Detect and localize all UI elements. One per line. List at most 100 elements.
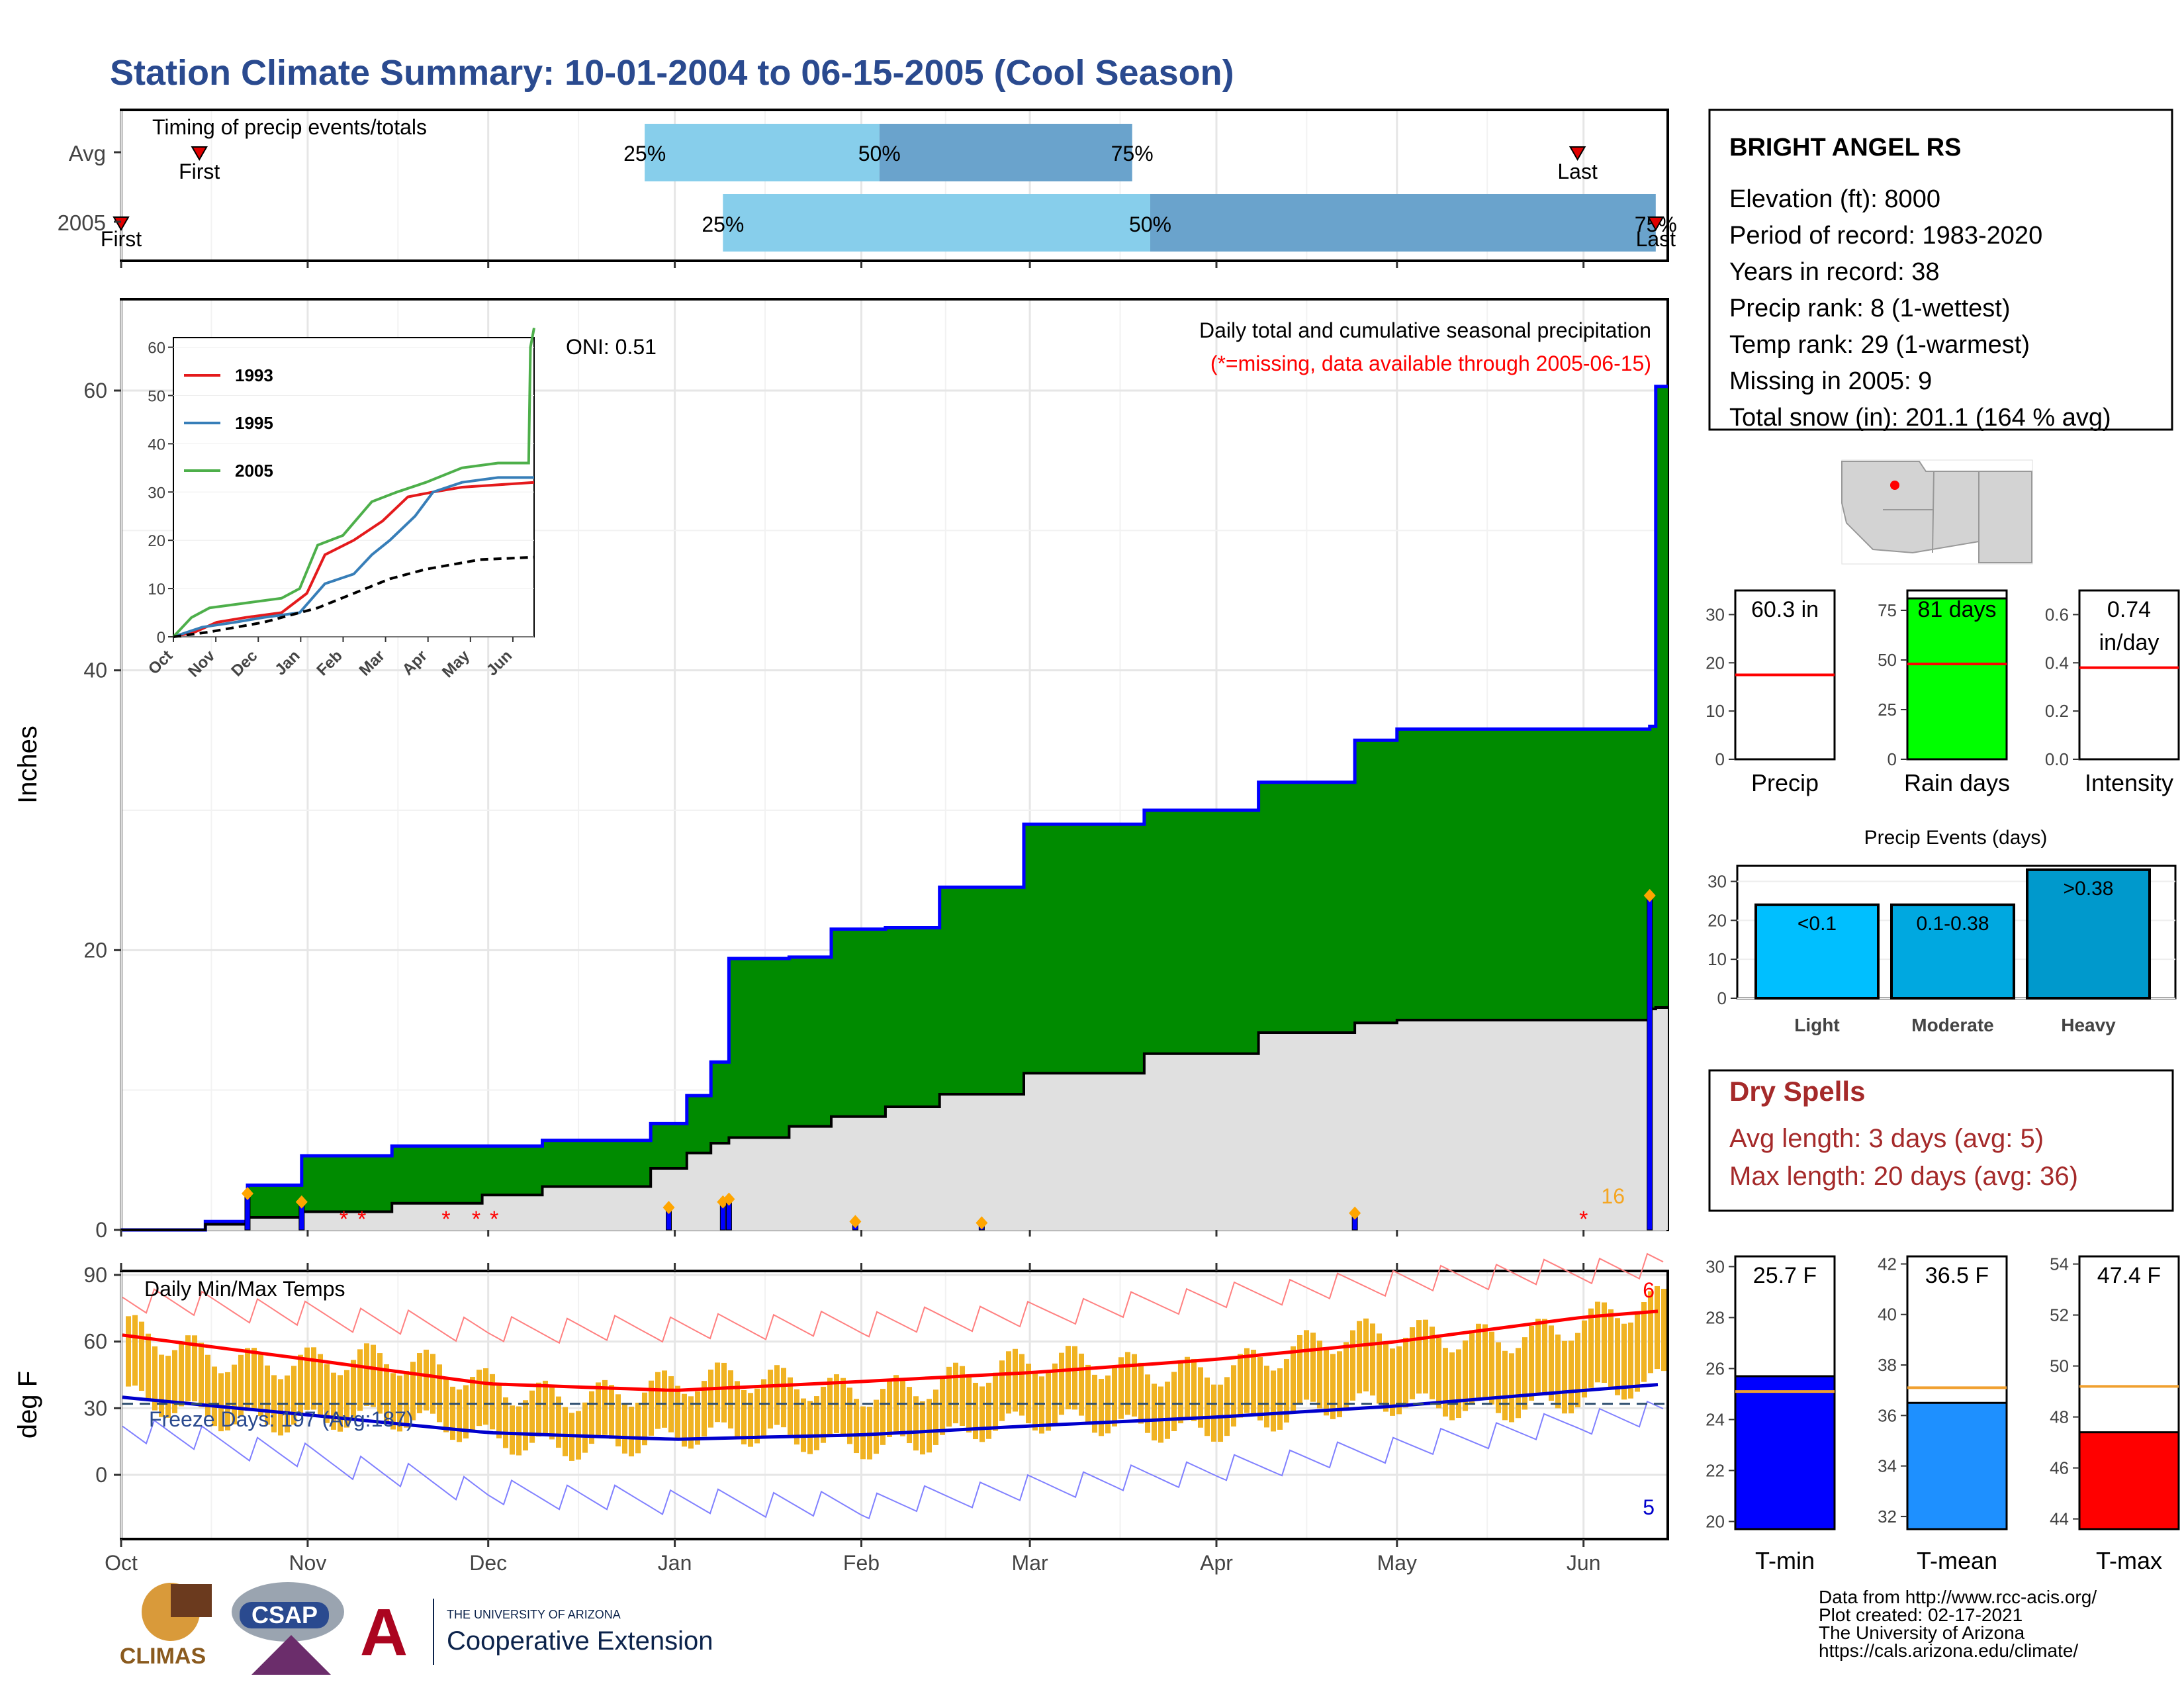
daily-temp-bar xyxy=(351,1360,356,1420)
csap-logo: CSAP xyxy=(232,1582,344,1675)
daily-temp-bar xyxy=(245,1348,250,1411)
daily-temp-bar xyxy=(265,1365,270,1425)
season-totals-bars: 0 10 20 30 60.3 in Precip 0 25 50 75 81 days Rain d… xyxy=(1706,589,2180,796)
daily-temp-bar xyxy=(1072,1346,1077,1410)
daily-temp-bar xyxy=(179,1341,184,1407)
temp-panel: 0 30 60 90 Oct Nov Dec Jan Feb Mar Apr May Jun Dail… xyxy=(13,1252,1669,1575)
daily-temp-bar xyxy=(311,1347,316,1410)
tmean-value-label: 36.5 F xyxy=(1925,1263,1989,1288)
daily-temp-bar xyxy=(927,1399,932,1453)
inset-series-2005 xyxy=(172,328,535,638)
timing-pct-label: 50% xyxy=(1129,212,1171,236)
daily-temp-bar xyxy=(1562,1340,1567,1414)
station-info-line: Missing in 2005: 9 xyxy=(1729,367,1932,395)
daily-temp-bar xyxy=(1469,1330,1475,1403)
events-bar-label: 0.1-0.38 xyxy=(1916,913,1989,935)
daily-temp-bar xyxy=(682,1393,687,1447)
temp-ylabel: deg F xyxy=(13,1371,42,1438)
daily-temp-bar xyxy=(496,1385,502,1438)
daily-temp-bar xyxy=(1655,1286,1660,1370)
tmax-category-label: T-max xyxy=(2096,1547,2162,1574)
daily-temp-bar xyxy=(510,1405,515,1455)
daily-temp-bar xyxy=(602,1380,608,1435)
temp-max-count: 6 xyxy=(1643,1278,1655,1302)
tmin-ytick-label: 28 xyxy=(1706,1307,1725,1327)
daily-temp-bar xyxy=(1661,1288,1666,1372)
daily-temp-bar xyxy=(741,1389,747,1444)
tmax-ytick-label: 52 xyxy=(2050,1305,2069,1325)
daily-temp-bar xyxy=(1006,1351,1011,1414)
inset-ytick-label: 60 xyxy=(148,340,165,357)
intensity-ytick-label: 0.0 xyxy=(2045,749,2069,769)
timing-label: Timing of precip events/totals xyxy=(152,115,427,139)
daily-temp-bar xyxy=(609,1385,614,1439)
dry-spells-title: Dry Spells xyxy=(1729,1076,1865,1107)
station-info-line: Elevation (ft): 8000 xyxy=(1729,185,1940,213)
events-category-label: Moderate xyxy=(1911,1015,1993,1035)
daily-temp-bar xyxy=(1416,1320,1422,1394)
daily-temp-bar xyxy=(1602,1302,1607,1383)
intensity-value-label: 0.74 xyxy=(2107,597,2151,622)
precip-total-ytick-label: 20 xyxy=(1706,653,1725,673)
avg-min-line xyxy=(122,1383,1659,1441)
daily-temp-bar xyxy=(159,1354,164,1417)
precip-ylabel: Inches xyxy=(13,726,42,804)
daily-temp-bar xyxy=(1178,1362,1183,1424)
inset-legend-label: 2005 xyxy=(235,461,273,481)
daily-temp-bar xyxy=(192,1335,197,1401)
footer-credits: Data from http://www.rcc-acis.org/ Plot … xyxy=(1819,1587,2097,1661)
daily-temp-bar xyxy=(1158,1386,1163,1443)
timing-marker xyxy=(1647,216,1664,231)
precip-cumulative-area xyxy=(121,386,1668,1231)
station-name: BRIGHT ANGEL RS xyxy=(1729,134,1961,162)
daily-temp-bar xyxy=(715,1362,720,1423)
intensity-bar xyxy=(2078,589,2180,761)
timing-last-label: Last xyxy=(1557,160,1598,183)
daily-temp-bar xyxy=(841,1378,846,1436)
daily-temp-bar xyxy=(377,1353,383,1414)
daily-temp-bar xyxy=(1535,1319,1541,1395)
daily-temp-bar xyxy=(450,1386,455,1440)
daily-temp-bar xyxy=(1456,1349,1461,1419)
daily-temp-bar xyxy=(1112,1366,1117,1427)
daily-temp-bar xyxy=(543,1380,548,1435)
daily-temp-bar xyxy=(1271,1370,1276,1432)
daily-temp-bar xyxy=(847,1387,852,1444)
daily-temp-bar xyxy=(1251,1349,1256,1415)
tmean-ytick-label: 34 xyxy=(1878,1456,1897,1476)
dry-spells-avg: Avg length: 3 days (avg: 5) xyxy=(1729,1124,2044,1153)
daily-max-marker xyxy=(849,1215,862,1229)
daily-temp-bar xyxy=(258,1354,263,1417)
tmean-ytick-label: 32 xyxy=(1878,1507,1897,1526)
daily-temp-bar xyxy=(1502,1350,1508,1421)
daily-temp-bar xyxy=(801,1398,806,1452)
timing-pct-label: 50% xyxy=(858,142,901,165)
inset-ytick-label: 30 xyxy=(148,484,165,502)
timing-bar-25-50 xyxy=(723,194,1150,252)
daily-temp-bar xyxy=(1410,1327,1415,1399)
daily-temp-bar xyxy=(212,1366,217,1427)
daily-max-marker xyxy=(662,1201,675,1215)
daily-temp-bar xyxy=(523,1400,528,1451)
temp-title: Daily Min/Max Temps xyxy=(144,1277,345,1301)
missing-day-marker: * xyxy=(441,1207,450,1232)
inset-ytick-label: 40 xyxy=(148,436,165,453)
inset-ytick-label: 50 xyxy=(148,387,165,405)
daily-temp-bar xyxy=(205,1354,210,1417)
daily-temp-bar xyxy=(549,1385,555,1440)
station-info-box: BRIGHT ANGEL RS Elevation (ft): 8000 Peri… xyxy=(1708,109,2173,432)
precip-total-ytick-label: 30 xyxy=(1706,604,1725,624)
daily-temp-bar xyxy=(483,1368,488,1425)
daily-temp-bar xyxy=(1370,1323,1375,1396)
daily-temp-bar xyxy=(1582,1320,1587,1398)
daily-temp-bar xyxy=(953,1362,958,1424)
daily-temp-bar xyxy=(907,1387,912,1444)
timing-marker xyxy=(191,146,208,161)
daily-temp-bar xyxy=(384,1364,389,1423)
daily-temp-bar xyxy=(1542,1319,1547,1396)
daily-temp-bar xyxy=(973,1382,978,1440)
daily-temp-bar xyxy=(1284,1359,1289,1423)
daily-temp-bar xyxy=(662,1370,667,1428)
timing-last-label: Last xyxy=(1636,227,1676,251)
daily-temp-bar xyxy=(1350,1330,1355,1401)
